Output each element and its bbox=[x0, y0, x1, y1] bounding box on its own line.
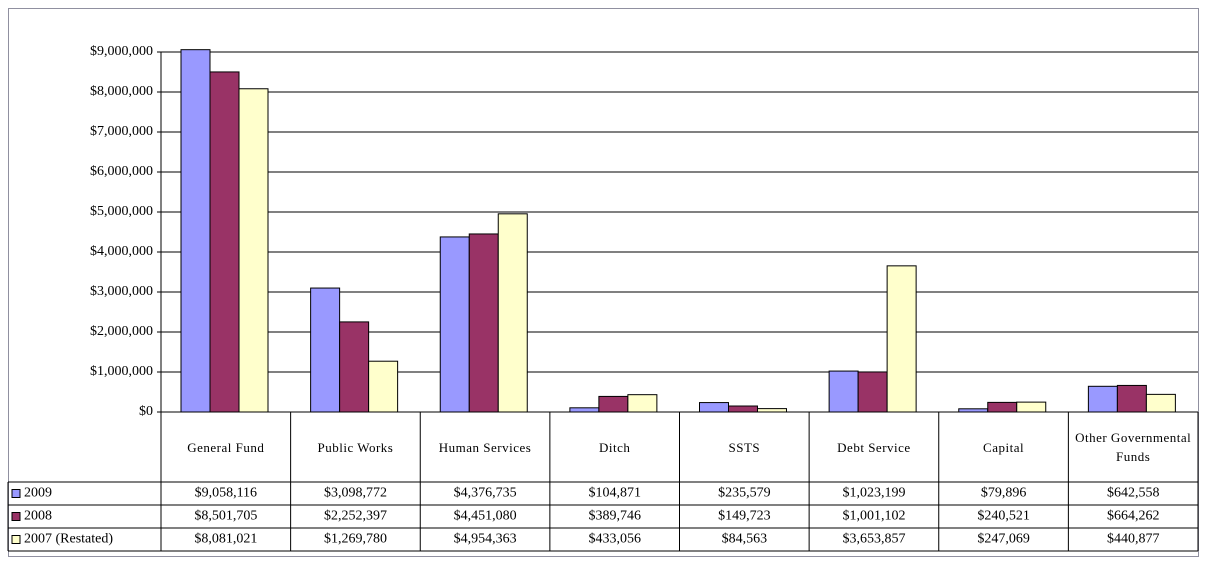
table-value: $433,056 bbox=[588, 532, 641, 547]
bar bbox=[497, 213, 528, 413]
y-tick-label: $0 bbox=[139, 404, 153, 419]
x-tick-label: Debt Service bbox=[837, 439, 911, 455]
y-tick-label: $8,000,000 bbox=[90, 84, 153, 99]
legend-swatch bbox=[11, 512, 21, 521]
y-tick-label: $4,000,000 bbox=[90, 244, 153, 259]
table-value: $4,376,735 bbox=[454, 486, 517, 501]
legend-swatch bbox=[11, 535, 21, 544]
bar bbox=[1116, 384, 1147, 413]
table-value: $389,746 bbox=[588, 509, 641, 524]
bar bbox=[987, 401, 1018, 413]
category-cell: Public Works bbox=[317, 439, 394, 455]
x-tick-label: Ditch bbox=[598, 439, 631, 455]
legend-label: 2007 (Restated) bbox=[24, 532, 113, 547]
table-value: $9,058,116 bbox=[195, 486, 257, 501]
bar bbox=[627, 394, 658, 413]
table-value: $8,081,021 bbox=[194, 532, 257, 547]
y-tick-label: $1,000,000 bbox=[90, 364, 153, 379]
bar bbox=[1087, 385, 1118, 413]
table-value: $4,451,080 bbox=[454, 509, 517, 524]
table-value: $235,579 bbox=[718, 486, 771, 501]
bar bbox=[339, 321, 370, 413]
x-tick-label: General Fund bbox=[187, 439, 265, 455]
y-tick-label: $7,000,000 bbox=[90, 124, 153, 139]
table-value: $1,023,199 bbox=[842, 486, 905, 501]
x-tick-label: Other Governmental Funds bbox=[1075, 430, 1192, 464]
y-tick-label: $9,000,000 bbox=[90, 44, 153, 59]
table-value: $104,871 bbox=[588, 486, 641, 501]
bar bbox=[886, 265, 917, 413]
legend-swatch bbox=[11, 489, 21, 498]
bar bbox=[857, 371, 888, 413]
y-tick-label: $2,000,000 bbox=[90, 324, 153, 339]
bar bbox=[598, 395, 629, 413]
y-tick-label: $6,000,000 bbox=[90, 164, 153, 179]
table-value: $149,723 bbox=[718, 509, 771, 524]
x-tick-label: SSTS bbox=[728, 439, 761, 455]
category-cell: SSTS bbox=[728, 439, 761, 455]
category-cell: Ditch bbox=[598, 439, 631, 455]
table-value: $1,269,780 bbox=[324, 532, 387, 547]
table-value: $664,262 bbox=[1107, 509, 1160, 524]
category-cell: Debt Service bbox=[837, 439, 911, 455]
table-value: $1,001,102 bbox=[842, 509, 905, 524]
bar bbox=[180, 49, 211, 413]
chart-frame bbox=[8, 8, 1199, 557]
category-cell: Human Services bbox=[438, 439, 532, 455]
bar bbox=[828, 370, 859, 413]
bar bbox=[468, 233, 499, 413]
bar bbox=[310, 287, 341, 413]
y-tick-label: $5,000,000 bbox=[90, 204, 153, 219]
table-value: $642,558 bbox=[1107, 486, 1160, 501]
bar bbox=[209, 71, 240, 413]
category-cell: Capital bbox=[983, 439, 1025, 455]
table-value: $247,069 bbox=[977, 532, 1030, 547]
table-value: $440,877 bbox=[1107, 532, 1160, 547]
bar bbox=[1145, 393, 1176, 413]
table-value: $2,252,397 bbox=[324, 509, 387, 524]
x-tick-label: Human Services bbox=[438, 439, 532, 455]
bar bbox=[699, 402, 729, 413]
bar bbox=[1016, 401, 1047, 413]
table-value: $3,098,772 bbox=[324, 486, 387, 501]
legend-label: 2009 bbox=[24, 486, 52, 501]
category-cell: General Fund bbox=[187, 439, 265, 455]
y-tick-label: $3,000,000 bbox=[90, 284, 153, 299]
table-value: $84,563 bbox=[722, 532, 768, 547]
bar bbox=[439, 236, 470, 413]
bar bbox=[238, 88, 269, 413]
x-tick-label: Public Works bbox=[317, 439, 394, 455]
x-tick-label: Capital bbox=[983, 439, 1025, 455]
bar bbox=[368, 360, 399, 413]
table-value: $8,501,705 bbox=[194, 509, 257, 524]
table-value: $79,896 bbox=[981, 486, 1027, 501]
legend-label: 2008 bbox=[24, 509, 52, 524]
table-value: $3,653,857 bbox=[842, 532, 905, 547]
category-cell: Other Governmental Funds bbox=[1075, 430, 1192, 464]
table-value: $4,954,363 bbox=[454, 532, 517, 547]
table-value: $240,521 bbox=[977, 509, 1030, 524]
